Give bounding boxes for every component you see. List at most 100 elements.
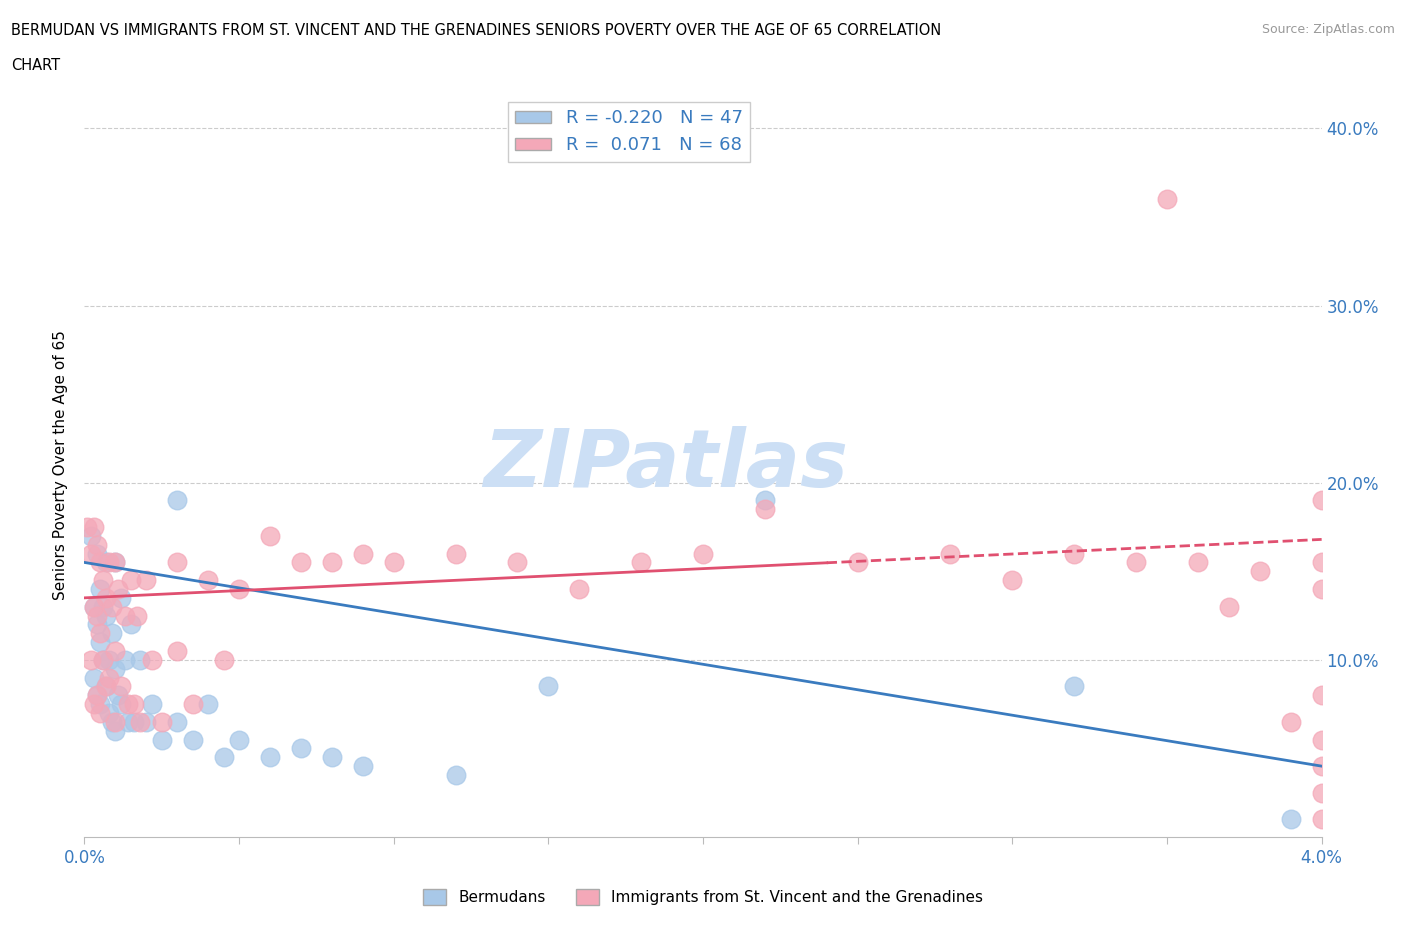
Point xyxy=(94,555,117,570)
Point xyxy=(444,767,467,782)
Point xyxy=(91,653,114,668)
Point xyxy=(104,714,127,729)
Point xyxy=(228,732,250,747)
Point xyxy=(568,581,591,596)
Point xyxy=(197,697,219,711)
Point xyxy=(228,581,250,596)
Point xyxy=(197,573,219,588)
Point xyxy=(1279,714,1302,729)
Point xyxy=(114,608,136,623)
Point xyxy=(94,679,117,694)
Point xyxy=(86,538,108,552)
Point xyxy=(89,634,111,649)
Point xyxy=(166,555,188,570)
Point xyxy=(104,724,127,738)
Point xyxy=(89,555,111,570)
Legend: R = -0.220   N = 47, R =  0.071   N = 68: R = -0.220 N = 47, R = 0.071 N = 68 xyxy=(508,102,749,162)
Point xyxy=(86,617,108,631)
Point xyxy=(110,679,132,694)
Point xyxy=(110,591,132,605)
Point xyxy=(79,653,101,668)
Point xyxy=(94,608,117,623)
Point xyxy=(1218,599,1240,614)
Point xyxy=(91,653,114,668)
Point xyxy=(259,750,281,764)
Point xyxy=(1249,564,1271,578)
Point xyxy=(1125,555,1147,570)
Point xyxy=(1063,679,1085,694)
Point xyxy=(83,671,105,685)
Point xyxy=(846,555,869,570)
Point xyxy=(91,599,114,614)
Point xyxy=(86,546,108,561)
Point xyxy=(86,608,108,623)
Point xyxy=(94,591,117,605)
Point xyxy=(692,546,714,561)
Point xyxy=(321,750,343,764)
Point xyxy=(101,714,124,729)
Point xyxy=(1310,759,1333,774)
Point xyxy=(122,697,145,711)
Point xyxy=(76,520,98,535)
Point xyxy=(117,714,139,729)
Point xyxy=(104,661,127,676)
Point xyxy=(506,555,529,570)
Point xyxy=(122,714,145,729)
Point xyxy=(1310,555,1333,570)
Point xyxy=(83,599,105,614)
Point xyxy=(141,697,163,711)
Point xyxy=(110,697,132,711)
Point xyxy=(259,528,281,543)
Point xyxy=(166,644,188,658)
Point xyxy=(94,679,117,694)
Point xyxy=(89,706,111,721)
Point xyxy=(98,555,121,570)
Point xyxy=(1310,581,1333,596)
Point xyxy=(321,555,343,570)
Point xyxy=(125,608,148,623)
Point xyxy=(117,697,139,711)
Point xyxy=(107,688,129,703)
Point xyxy=(83,520,105,535)
Point xyxy=(1187,555,1209,570)
Point xyxy=(141,653,163,668)
Point xyxy=(83,697,105,711)
Point xyxy=(104,555,127,570)
Point xyxy=(1279,812,1302,827)
Point xyxy=(1310,493,1333,508)
Y-axis label: Seniors Poverty Over the Age of 65: Seniors Poverty Over the Age of 65 xyxy=(53,330,69,600)
Point xyxy=(104,555,127,570)
Point xyxy=(352,759,374,774)
Point xyxy=(83,599,105,614)
Text: CHART: CHART xyxy=(11,58,60,73)
Point xyxy=(101,626,124,641)
Point xyxy=(86,688,108,703)
Point xyxy=(150,732,173,747)
Point xyxy=(181,732,204,747)
Point xyxy=(120,617,142,631)
Point xyxy=(1310,785,1333,800)
Point xyxy=(1156,192,1178,206)
Point xyxy=(91,573,114,588)
Point xyxy=(107,581,129,596)
Point xyxy=(129,714,152,729)
Point xyxy=(104,644,127,658)
Point xyxy=(537,679,560,694)
Point xyxy=(98,653,121,668)
Point xyxy=(290,741,312,756)
Point xyxy=(290,555,312,570)
Point xyxy=(754,502,776,517)
Point xyxy=(1310,732,1333,747)
Point xyxy=(212,750,235,764)
Point xyxy=(86,688,108,703)
Point xyxy=(630,555,652,570)
Point xyxy=(89,697,111,711)
Point xyxy=(444,546,467,561)
Point xyxy=(352,546,374,561)
Point xyxy=(166,714,188,729)
Text: ZIPatlas: ZIPatlas xyxy=(484,426,848,504)
Point xyxy=(79,528,101,543)
Point xyxy=(98,706,121,721)
Point xyxy=(1310,688,1333,703)
Point xyxy=(79,546,101,561)
